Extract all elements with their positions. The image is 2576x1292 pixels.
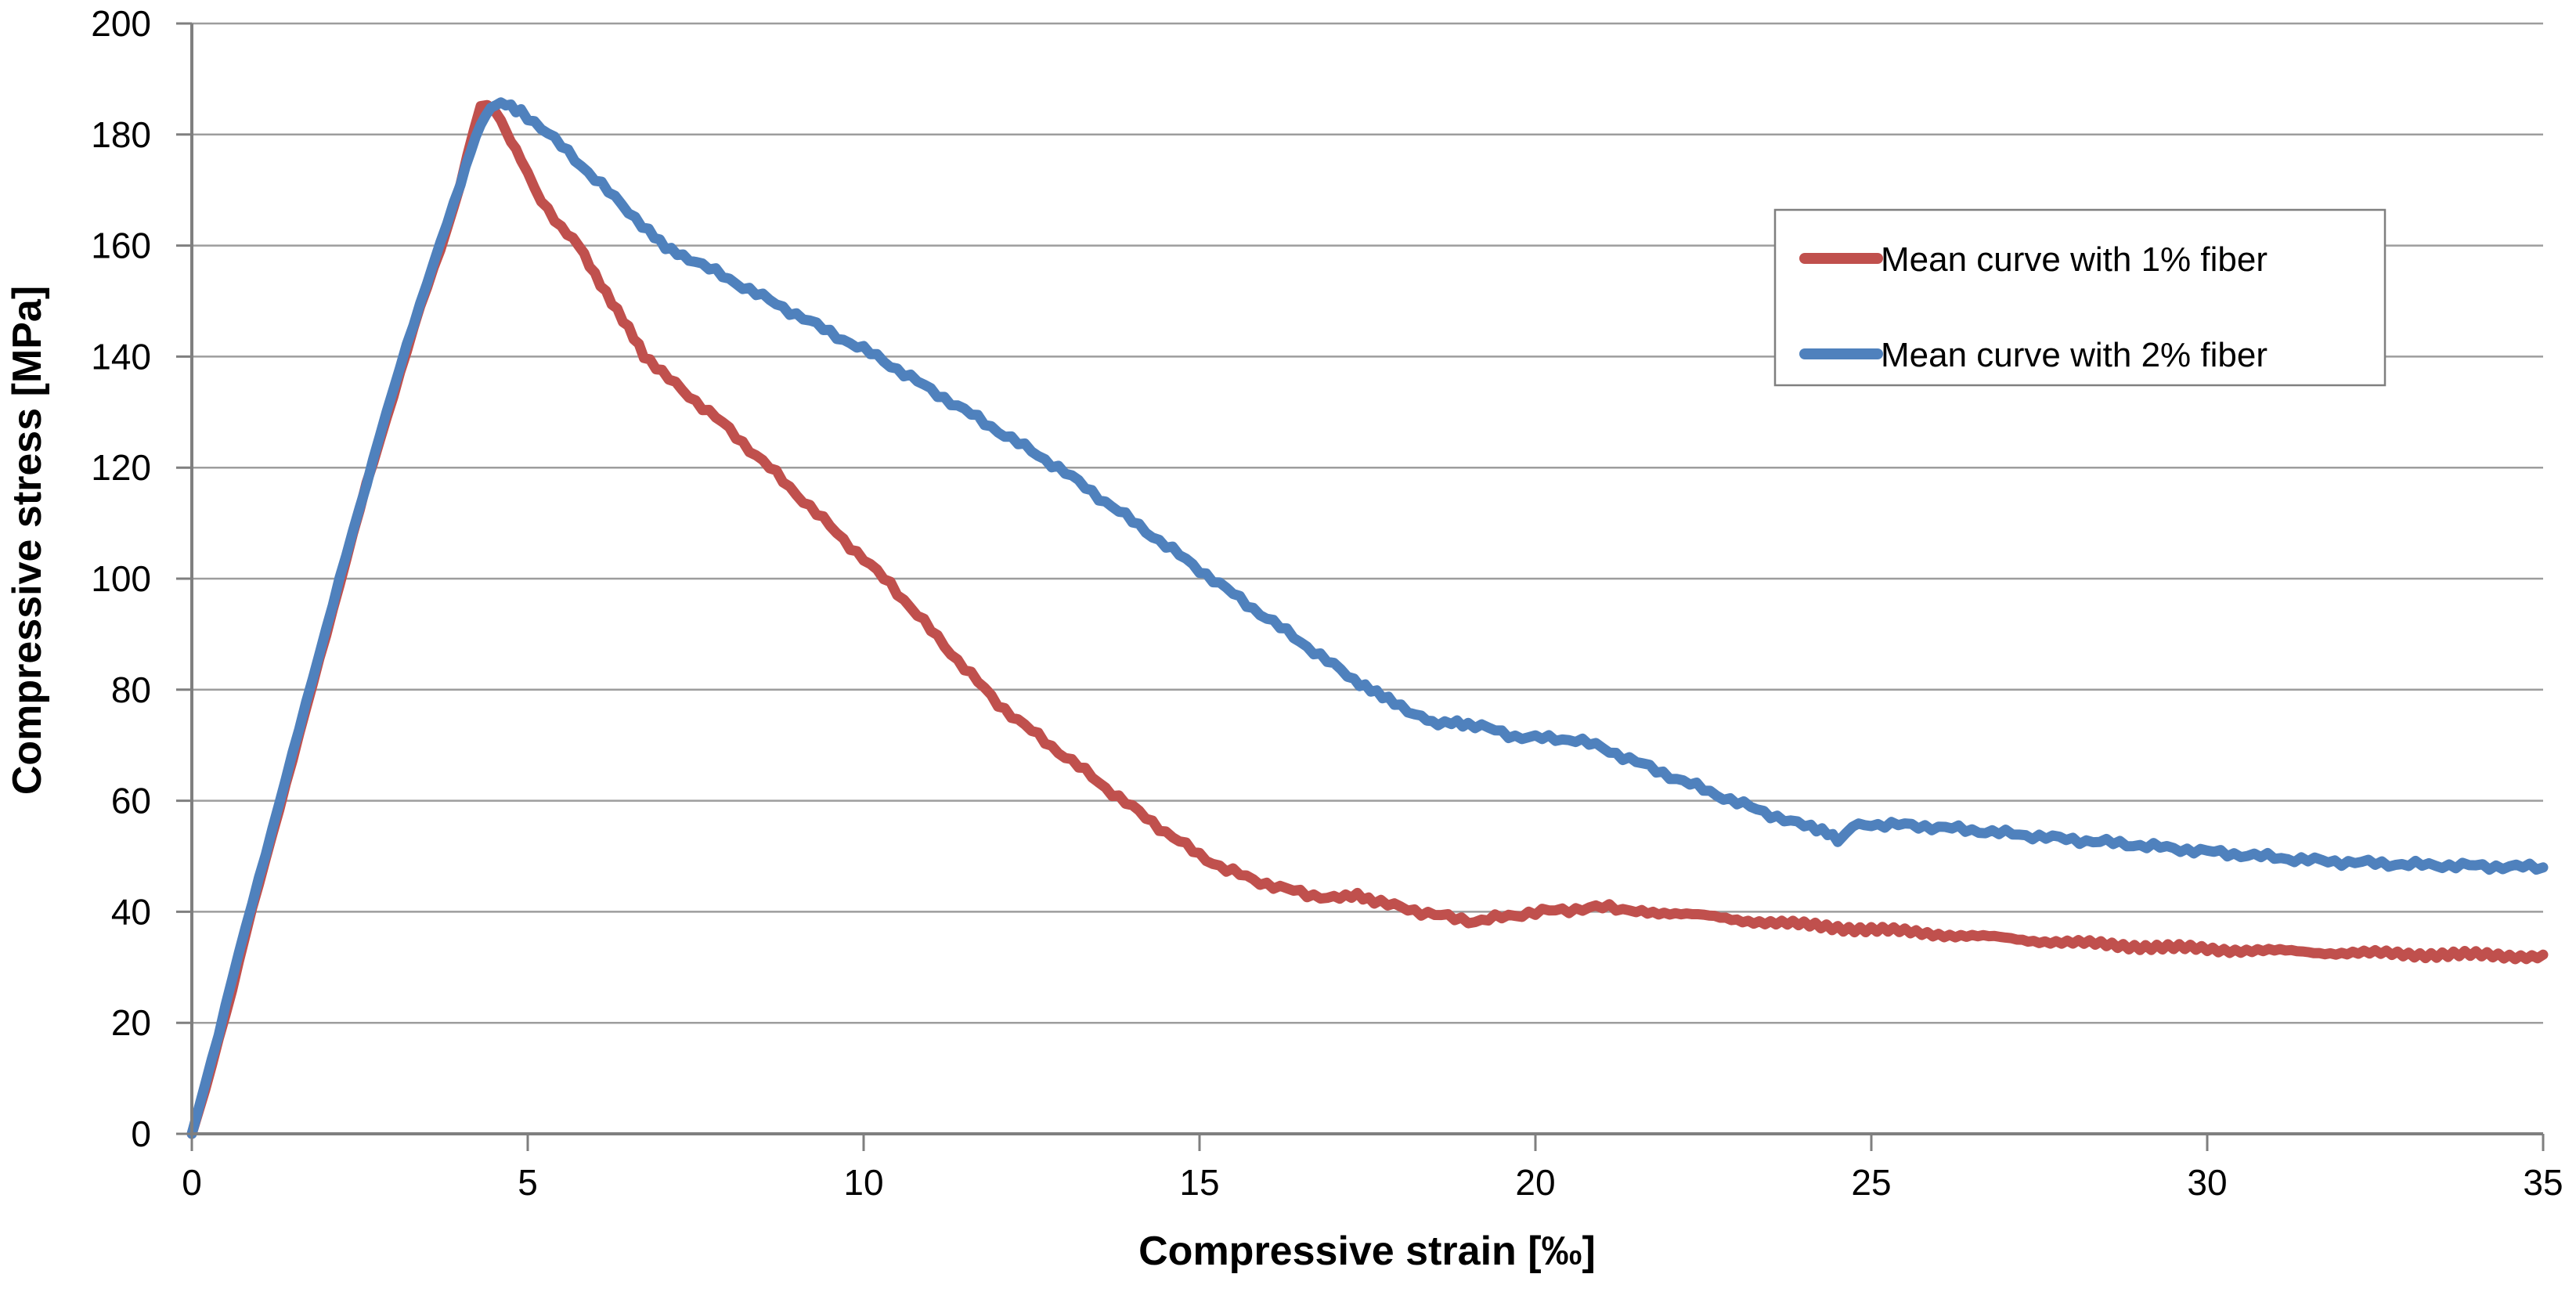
- legend-item-2pct-fiber: Mean curve with 2% fiber: [1799, 336, 2268, 374]
- y-tick-label-120: 120: [91, 447, 151, 488]
- tick-labels-layer: 0 5 10 15 20 25 30 35 0 20 40 60 80 100 120 140 160 180 20…: [91, 3, 2563, 1203]
- x-axis-title: Compressive strain [‰]: [1138, 1229, 1596, 1274]
- y-tick-label-20: 20: [111, 1002, 151, 1043]
- legend: Mean curve with 1% fiber Mean curve with…: [1773, 208, 2387, 387]
- y-tick-label-60: 60: [111, 781, 151, 821]
- x-tick-label-15: 15: [1179, 1162, 1219, 1203]
- x-tick-label-25: 25: [1851, 1162, 1891, 1203]
- x-tick-label-10: 10: [843, 1162, 883, 1203]
- series-curve-2pct-fiber: [186, 97, 2549, 1139]
- x-tick-label-35: 35: [2523, 1162, 2563, 1203]
- x-tick-label-0: 0: [182, 1162, 202, 1203]
- gridlines-layer: [192, 22, 2543, 1024]
- x-tick-label-5: 5: [518, 1162, 538, 1203]
- x-tick-label-20: 20: [1515, 1162, 1555, 1203]
- y-tick-label-200: 200: [91, 3, 151, 44]
- legend-label-1pct-fiber: Mean curve with 1% fiber: [1881, 240, 2268, 279]
- y-tick-label-80: 80: [111, 669, 151, 710]
- y-tick-label-100: 100: [91, 558, 151, 599]
- legend-label-2pct-fiber: Mean curve with 2% fiber: [1881, 336, 2268, 374]
- y-axis-title: Compressive stress [MPa]: [5, 286, 50, 795]
- y-tick-label-160: 160: [91, 226, 151, 266]
- y-tick-label-140: 140: [91, 336, 151, 377]
- series-curves-layer: [186, 97, 2549, 1139]
- y-tick-label-40: 40: [111, 891, 151, 932]
- axes-layer: [176, 22, 2545, 1151]
- series-curve-1pct-fiber: [186, 99, 2549, 1139]
- x-tick-label-30: 30: [2187, 1162, 2227, 1203]
- y-tick-label-180: 180: [91, 114, 151, 155]
- legend-item-1pct-fiber: Mean curve with 1% fiber: [1799, 240, 2268, 279]
- y-tick-label-0: 0: [131, 1113, 151, 1154]
